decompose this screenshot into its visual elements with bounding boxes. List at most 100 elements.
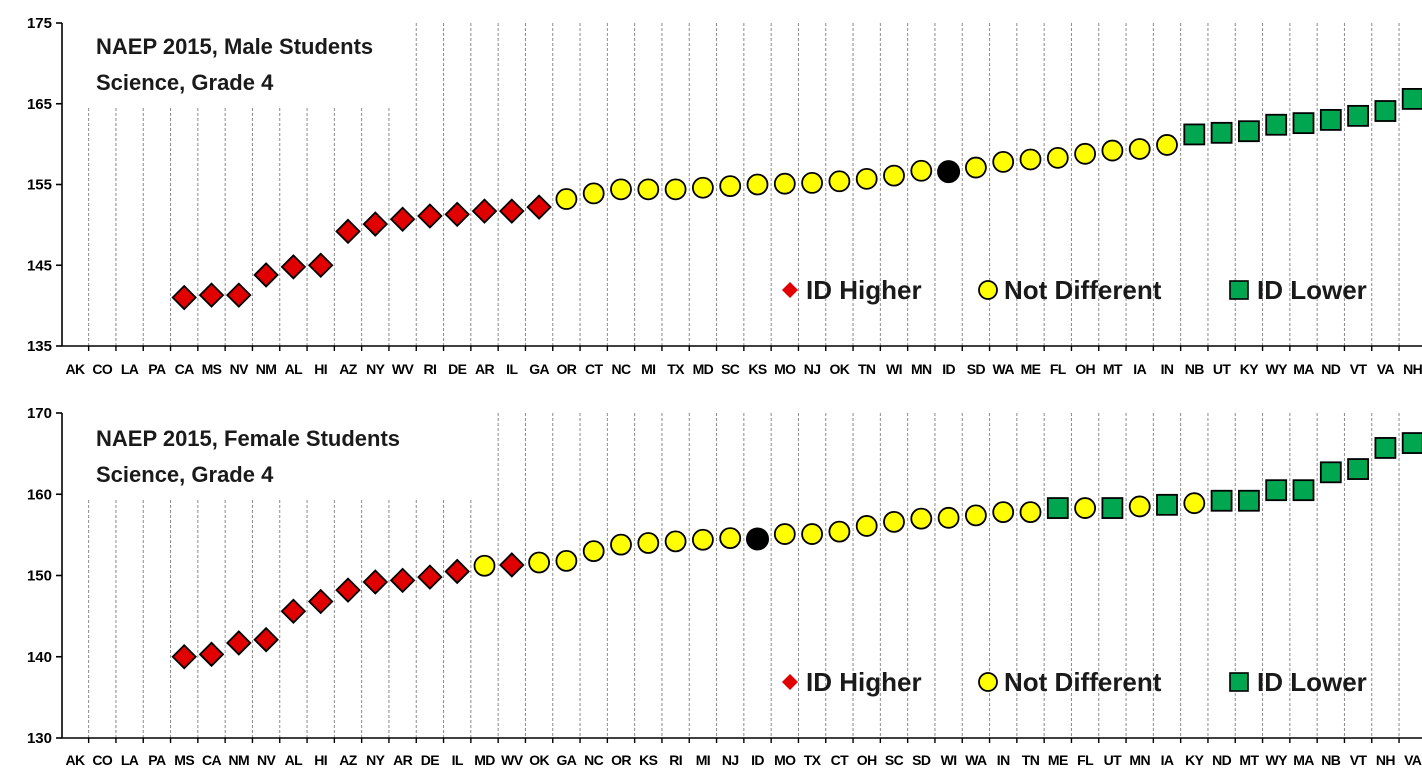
data-point-mi: [637, 178, 660, 201]
x-tick-label: KS: [639, 752, 658, 768]
x-tick-label: DE: [448, 361, 467, 377]
x-tick-label: SC: [885, 752, 904, 768]
data-point-nj: [719, 527, 742, 550]
chart-title: NAEP 2015, Female Students: [96, 426, 400, 451]
data-point-nm: [226, 630, 252, 656]
y-tick-label: 150: [27, 568, 52, 585]
data-point-ri: [417, 203, 443, 229]
x-tick-label: RI: [423, 361, 436, 377]
y-tick-label: 140: [27, 649, 52, 666]
data-point-nd: [1210, 489, 1233, 512]
y-tick-label: 135: [27, 338, 52, 355]
x-tick-label: NB: [1185, 361, 1205, 377]
x-tick-label: IN: [997, 752, 1010, 768]
x-tick-label: MA: [1293, 752, 1314, 768]
x-tick-label: OR: [556, 361, 576, 377]
x-tick-label: NH: [1376, 752, 1396, 768]
data-point-me: [1046, 497, 1069, 519]
x-tick-label: MI: [641, 361, 655, 377]
x-tick-label: LA: [121, 361, 139, 377]
data-point-az: [335, 577, 361, 603]
x-tick-label: PA: [148, 752, 166, 768]
x-tick-label: NC: [584, 752, 604, 768]
y-tick-label: 175: [27, 15, 52, 32]
x-tick-label: WA: [965, 752, 987, 768]
x-tick-label: MO: [774, 752, 796, 768]
x-tick-label: ID: [942, 361, 955, 377]
data-point-ma: [1292, 112, 1315, 135]
data-point-nj: [801, 171, 823, 194]
data-point-ca: [171, 284, 197, 311]
data-point-wy: [1265, 479, 1288, 502]
x-tick-label: WI: [941, 752, 957, 768]
y-tick-label: 160: [27, 486, 52, 503]
data-point-fl: [1074, 497, 1096, 519]
x-tick-label: NB: [1321, 752, 1341, 768]
chart-subtitle: Science, Grade 4: [96, 462, 274, 487]
x-tick-label: SD: [967, 361, 986, 377]
x-tick-label: VA: [1404, 752, 1422, 768]
data-point-wv: [499, 552, 525, 578]
x-tick-label: WY: [1266, 361, 1289, 377]
data-point-sc: [719, 175, 742, 198]
data-point-ms: [171, 643, 197, 670]
data-point-sd: [910, 507, 933, 530]
data-point-de: [417, 564, 443, 590]
data-point-ct: [582, 182, 605, 205]
x-tick-label: WV: [501, 752, 524, 768]
data-point-wi: [883, 164, 905, 187]
data-point-or: [555, 188, 578, 210]
x-tick-label: MO: [774, 361, 796, 377]
vertical-gridlines: [88, 413, 1400, 738]
x-tick-label: AR: [393, 752, 413, 768]
data-point-ar: [389, 567, 416, 594]
data-point-wa: [992, 150, 1015, 173]
data-markers: [171, 432, 1422, 670]
data-point-hi: [307, 588, 334, 615]
data-point-va: [1374, 100, 1397, 122]
x-tick-label: WY: [1266, 752, 1289, 768]
chart-panel-1: 135 145 155 165 175 AK CO LA PA CA MS NV NM AL HI AZ NY W…: [27, 15, 1422, 377]
x-tick-label: DE: [421, 752, 440, 768]
x-tick-label: WA: [993, 361, 1015, 377]
x-tick-label: FL: [1077, 752, 1094, 768]
x-tick-label: AZ: [339, 752, 358, 768]
data-point-md: [473, 554, 496, 577]
legend-diamond-icon: [782, 674, 798, 690]
data-point-ga: [555, 549, 578, 572]
data-point-ma: [1292, 479, 1315, 502]
x-tick-label: MI: [696, 752, 710, 768]
data-point-vt: [1347, 458, 1369, 480]
x-tick-label: WV: [392, 361, 415, 377]
data-point-il: [499, 198, 525, 224]
x-tick-label: TX: [804, 752, 822, 768]
x-tick-label: AK: [65, 361, 85, 377]
x-tick-label: ID: [751, 752, 764, 768]
legend-label-higher: ID Higher: [806, 667, 922, 697]
data-point-ga: [526, 194, 552, 220]
data-point-me: [1019, 148, 1042, 171]
x-tick-label: GA: [556, 752, 576, 768]
data-point-va: [1401, 432, 1422, 454]
x-tick-label: VA: [1377, 361, 1395, 377]
x-tick-label: IA: [1133, 361, 1146, 377]
x-tick-label: AR: [475, 361, 495, 377]
data-point-sc: [883, 510, 905, 533]
data-point-ri: [664, 530, 687, 553]
x-tick-label: LA: [121, 752, 139, 768]
legend-label-lower: ID Lower: [1257, 275, 1367, 305]
legend-circle-icon: [978, 280, 998, 300]
x-tick-label: OH: [1075, 361, 1095, 377]
x-tick-label: NC: [611, 361, 631, 377]
x-tick-label: NH: [1403, 361, 1422, 377]
data-point-ca: [198, 641, 225, 668]
x-tick-label: HI: [314, 752, 327, 768]
chart-panel-2: 130 140 150 160 170 AK CO LA PA MS CA NM NV AL HI AZ NY A…: [27, 405, 1422, 768]
x-tick-label: OK: [829, 361, 849, 377]
x-tick-label: IN: [1161, 361, 1174, 377]
data-point-al: [280, 254, 307, 280]
data-point-tn: [1019, 501, 1042, 524]
x-tick-label: NV: [230, 361, 250, 377]
x-tick-label: MD: [474, 752, 495, 768]
data-point-az: [335, 218, 361, 245]
